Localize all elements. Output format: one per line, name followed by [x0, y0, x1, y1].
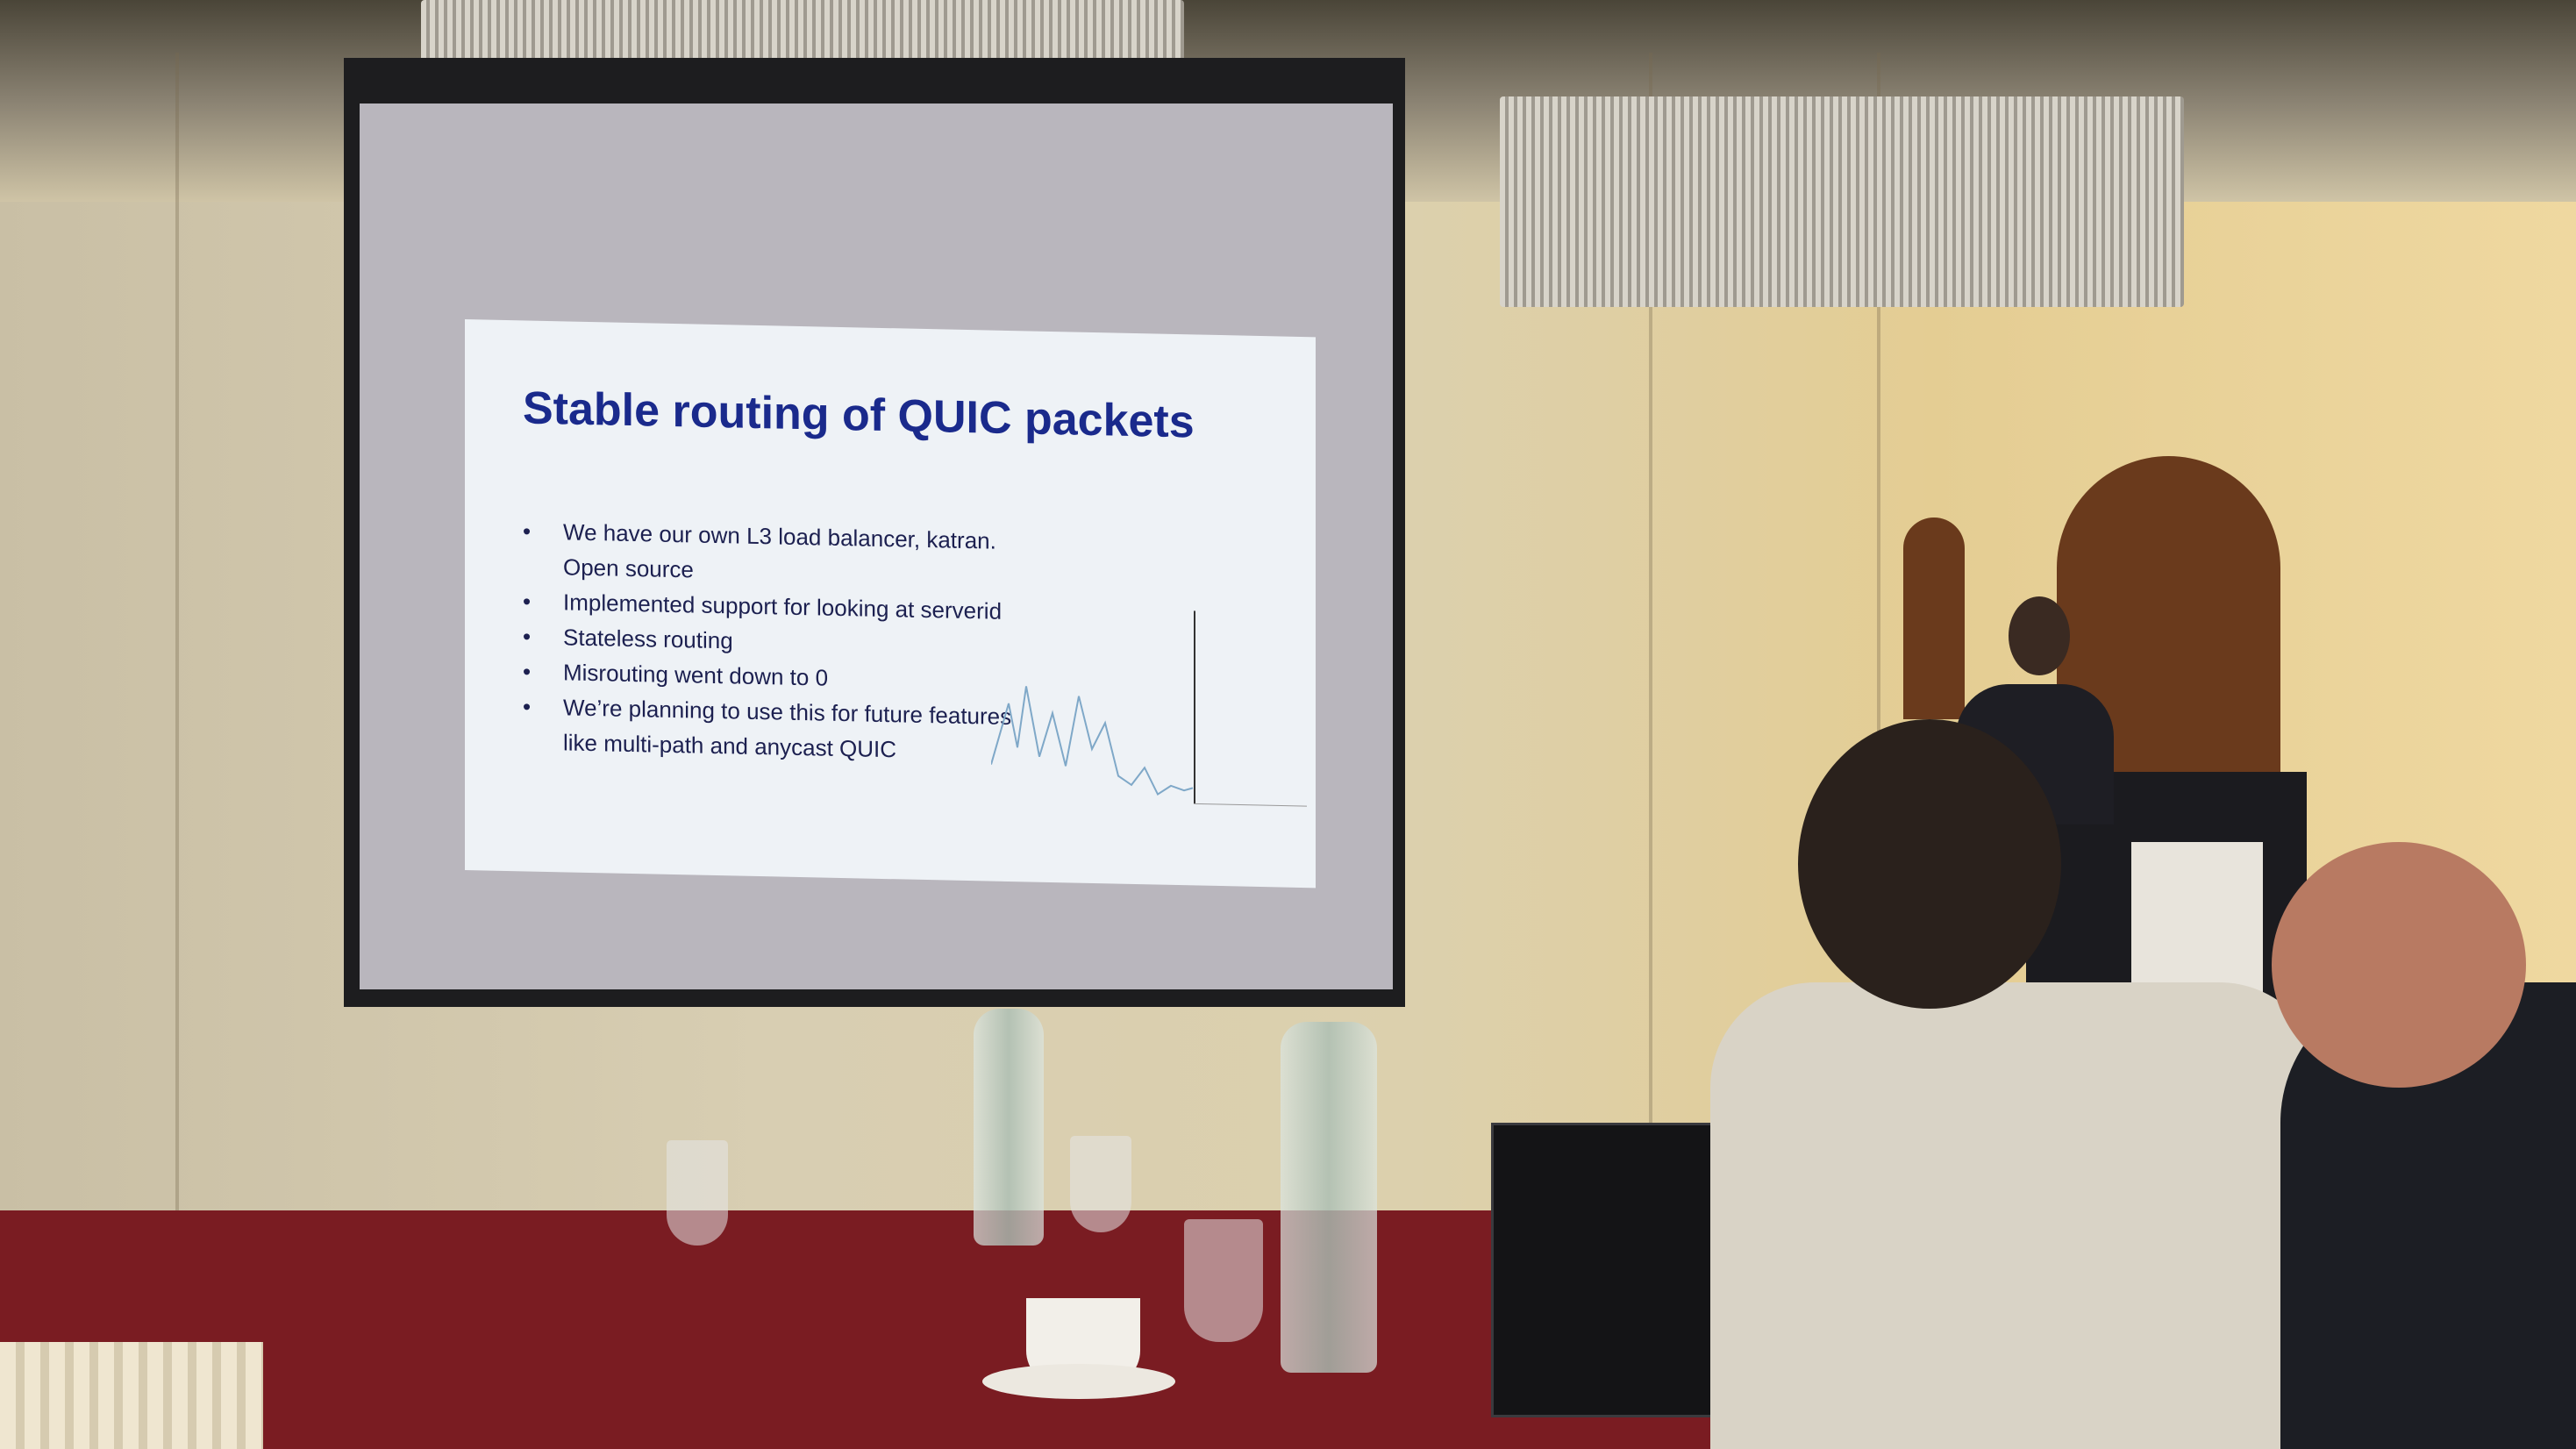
saucer: [982, 1364, 1175, 1399]
wall-panel-line: [1877, 53, 1880, 1228]
attendee-head: [2272, 842, 2526, 1088]
presentation-slide: Stable routing of QUIC packets We have o…: [465, 319, 1316, 889]
wine-glass: [667, 1140, 728, 1246]
laptop: [1491, 1123, 1724, 1417]
slide-title: Stable routing of QUIC packets: [523, 382, 1195, 448]
speaker-head: [2009, 596, 2070, 675]
slide-bullet: We’re planning to use this for future fe…: [523, 689, 1014, 769]
chandelier: [1500, 96, 2184, 307]
arched-doorway: [1903, 518, 1965, 719]
attendee-back: [1710, 982, 2324, 1449]
table-skirt: [0, 1342, 263, 1449]
slide-chart-image: [990, 581, 1307, 851]
slide-bullet-list: We have our own L3 load balancer, katran…: [523, 513, 1014, 769]
wine-glass: [1070, 1136, 1131, 1232]
wall-panel-line: [175, 53, 179, 1228]
attendee-head: [1798, 719, 2061, 1009]
slide-bullet: We have our own L3 load balancer, katran…: [523, 513, 1014, 594]
water-bottle: [1281, 1022, 1377, 1373]
wine-glass: [1184, 1219, 1263, 1342]
water-bottle: [974, 1009, 1044, 1246]
wall-panel-line: [1649, 53, 1652, 1228]
slide-chart-graphic: [990, 610, 1307, 807]
